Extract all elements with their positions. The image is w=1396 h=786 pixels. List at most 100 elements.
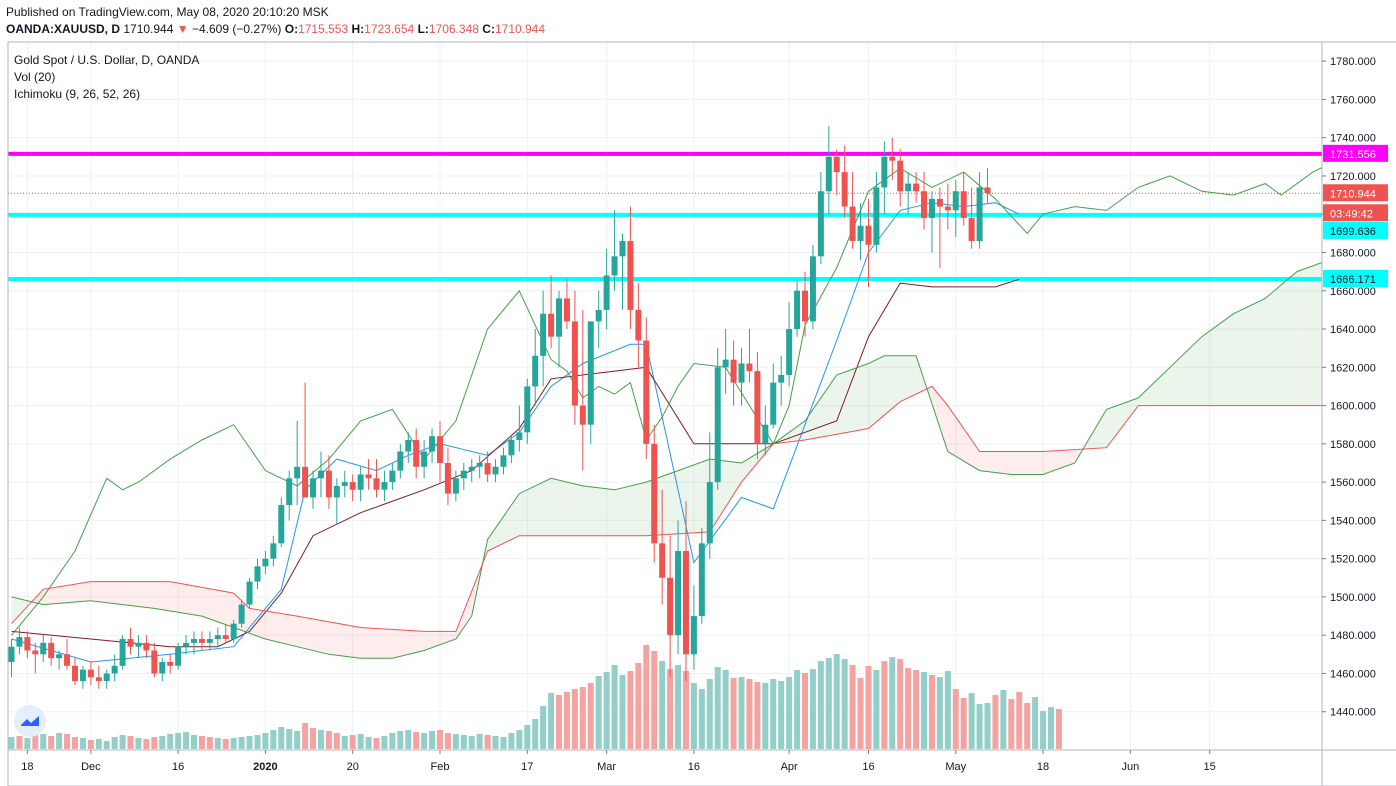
volume-bar <box>1008 699 1015 749</box>
candle-body <box>651 443 658 544</box>
cloud-segment <box>1106 406 1115 448</box>
cloud-segment <box>186 584 195 615</box>
cloud-segment <box>876 355 885 422</box>
time-tick-label: 17 <box>521 761 533 773</box>
candle-body <box>191 639 198 643</box>
cloud-segment <box>1130 397 1139 417</box>
cloud-segment <box>995 451 1004 474</box>
candle-body <box>802 290 808 322</box>
legend-ichimoku[interactable]: Ichimoku (9, 26, 52, 26) <box>14 87 141 101</box>
candle <box>841 145 848 219</box>
candle-body <box>262 558 269 567</box>
candle-body <box>556 298 563 337</box>
candle-body <box>841 172 848 207</box>
plot-area <box>8 42 1322 750</box>
volume-bar <box>1000 690 1007 749</box>
volume-bar <box>302 723 309 749</box>
candle-body <box>754 371 761 444</box>
candle-body <box>833 156 840 173</box>
candle <box>333 478 340 525</box>
candle-body <box>508 440 515 456</box>
candle <box>897 149 904 207</box>
badge-magenta-label-bg <box>1323 144 1388 162</box>
volume-bar <box>905 668 912 749</box>
cloud-segment <box>98 581 107 603</box>
cloud-segment <box>685 464 694 534</box>
candle-body <box>984 187 991 194</box>
candle-body <box>381 482 388 490</box>
candle-body <box>373 478 380 490</box>
candle-body <box>341 482 348 486</box>
time-tick-label: Apr <box>781 761 798 773</box>
price-tick-label: 1660.000 <box>1330 286 1376 298</box>
candle-body <box>627 241 634 310</box>
published-caption: Published on TradingView.com, May 08, 20… <box>6 5 329 19</box>
candle <box>524 378 531 444</box>
cloud-segment <box>162 581 171 611</box>
cloud-segment <box>1154 374 1163 406</box>
cloud-segment <box>368 628 377 659</box>
candle-body <box>857 225 864 242</box>
candle-body <box>468 466 475 471</box>
tradingview-logo-icon[interactable] <box>14 705 46 737</box>
price-tick-label: 1620.000 <box>1330 362 1376 374</box>
candle-body <box>167 661 174 666</box>
volume-bar <box>32 735 39 749</box>
volume-bar <box>317 730 324 749</box>
cloud-segment <box>194 585 202 617</box>
badge-cyan-lower-label: 1666.171 <box>1330 274 1376 286</box>
cloud-segment <box>844 369 853 433</box>
legend-title[interactable]: Gold Spot / U.S. Dollar, D, OANDA <box>14 53 200 67</box>
candle-body <box>452 478 459 494</box>
cloud-segment <box>352 626 361 659</box>
cloud-segment <box>725 461 734 507</box>
volume-bar <box>635 663 642 749</box>
candle <box>611 210 618 291</box>
volume-bar <box>690 683 697 749</box>
volume-bar <box>460 735 467 749</box>
candle <box>960 172 967 226</box>
candle <box>79 665 86 689</box>
volume-bar <box>333 733 340 749</box>
cloud-segment <box>947 405 956 457</box>
close-label: C: <box>482 22 495 36</box>
candle-body <box>119 639 126 666</box>
volume-bar <box>643 645 650 749</box>
candle <box>643 317 650 460</box>
cloud-segment <box>836 372 845 435</box>
volume-bar <box>611 665 618 749</box>
low-label: L: <box>417 22 429 36</box>
ohlc-summary: OANDA:XAUUSD, D 1710.944 ▼ −4.609 (−0.27… <box>6 22 545 36</box>
volume-bar <box>365 737 372 749</box>
low-value: 1706.348 <box>428 22 479 36</box>
candle-body <box>921 191 928 219</box>
candle <box>389 462 396 490</box>
legend-volume[interactable]: Vol (20) <box>14 70 56 84</box>
candle <box>762 405 769 456</box>
candle-body <box>365 474 372 479</box>
candle <box>436 420 443 483</box>
cloud-segment <box>400 629 409 657</box>
volume-bar <box>968 693 975 749</box>
cloud-segment <box>146 581 155 609</box>
candle <box>802 271 808 337</box>
volume-bar <box>508 733 515 749</box>
volume-bar <box>857 678 864 749</box>
candle <box>111 654 118 682</box>
candle-body <box>175 646 182 666</box>
candle-body <box>436 436 443 463</box>
open-label: O: <box>284 22 299 36</box>
price-tick-label: 1780.000 <box>1330 56 1376 68</box>
volume-bar <box>95 739 102 749</box>
volume-bar <box>127 736 134 749</box>
candle <box>103 669 110 689</box>
cloud-segment <box>527 485 536 536</box>
cloud-segment <box>574 484 583 536</box>
candle <box>32 642 39 674</box>
cloud-segment <box>892 355 901 409</box>
candle <box>484 451 491 483</box>
volume-bar <box>1040 711 1047 749</box>
candle-body <box>667 577 674 636</box>
cloud-segment <box>257 609 266 640</box>
